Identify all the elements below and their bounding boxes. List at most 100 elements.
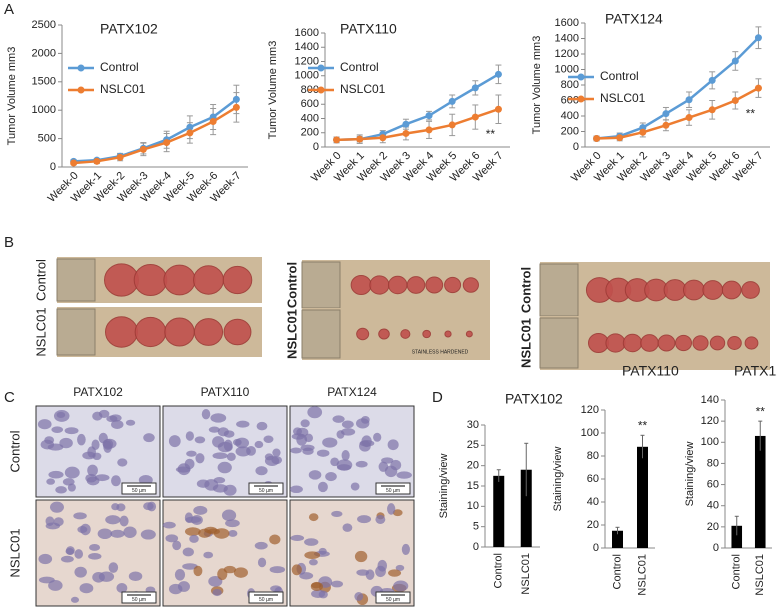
nucleus	[123, 526, 137, 538]
nucleus	[125, 419, 136, 426]
nucleus	[111, 475, 121, 487]
data-point	[139, 145, 147, 153]
y-tick-label: 80	[587, 450, 599, 462]
nucleus	[217, 461, 232, 474]
nucleus	[290, 447, 302, 454]
tumor	[462, 277, 479, 293]
y-tick-label: 15	[467, 480, 479, 492]
tumor	[134, 316, 167, 348]
nucleus	[300, 419, 310, 428]
nucleus	[77, 526, 88, 534]
nucleus	[65, 548, 75, 555]
nucleus	[117, 458, 128, 467]
tumor	[692, 335, 709, 351]
data-point	[402, 120, 410, 128]
nucleus	[304, 433, 314, 443]
y-tick-label: 400	[561, 110, 579, 122]
ruler-text: STAINLESS HARDENED	[412, 349, 469, 355]
nucleus	[203, 551, 214, 559]
nucleus	[105, 515, 121, 525]
ruler	[539, 317, 579, 369]
tumor	[663, 279, 687, 301]
nucleus	[128, 571, 143, 582]
ruler	[301, 261, 341, 309]
data-point	[662, 110, 670, 118]
data-point	[186, 129, 194, 137]
nucleus	[140, 529, 156, 540]
y-tick-label: 30	[467, 419, 479, 431]
nucleus	[300, 444, 315, 452]
nucleus	[318, 547, 327, 555]
panel-label: C	[4, 389, 15, 406]
tumor	[104, 263, 139, 297]
tumor	[702, 280, 724, 300]
y-tick-label: 1000	[32, 104, 56, 116]
y-tick-label: 1000	[555, 63, 579, 75]
y-tick-label: 40	[707, 500, 719, 512]
tumor	[422, 329, 432, 339]
tumor	[222, 265, 253, 295]
nucleus	[55, 486, 67, 494]
y-tick-label: 140	[701, 394, 719, 406]
nucleus	[304, 538, 319, 546]
nucleus	[48, 580, 63, 591]
tumor	[721, 280, 742, 300]
nucleus	[147, 501, 157, 512]
nucleus	[354, 550, 368, 563]
data-point	[708, 76, 716, 84]
row-label: NSLC01	[518, 318, 533, 368]
data-point	[662, 121, 670, 129]
nucleus	[182, 547, 194, 557]
y-axis-label: Tumor Volume mm3	[531, 36, 543, 135]
nucleus	[59, 437, 73, 449]
y-tick-label: 40	[587, 496, 599, 508]
nucleus	[388, 569, 402, 577]
nucleus	[116, 503, 126, 512]
tumor	[622, 333, 643, 353]
y-tick-label: 60	[587, 473, 599, 485]
data-point	[70, 159, 78, 167]
y-tick-label: 200	[561, 125, 579, 137]
panel-label: A	[4, 1, 14, 18]
y-tick-label: 1200	[555, 48, 579, 60]
nucleus	[213, 476, 226, 484]
tumor	[193, 265, 224, 295]
scale-bar-label: 50 µm	[386, 597, 400, 603]
data-point	[209, 118, 217, 126]
column-label: PATX110	[201, 385, 250, 399]
nucleus	[108, 562, 119, 573]
tumor	[193, 318, 224, 346]
data-point	[754, 84, 762, 92]
nucleus	[254, 541, 268, 550]
nucleus	[316, 449, 330, 457]
tumor	[727, 336, 742, 350]
nucleus	[89, 543, 101, 551]
nucleus	[45, 522, 61, 530]
nucleus	[246, 445, 256, 456]
nucleus	[375, 565, 386, 578]
nucleus	[56, 411, 66, 419]
data-point	[402, 129, 410, 137]
chart-title: PATX110	[622, 363, 679, 379]
nucleus	[221, 509, 237, 522]
nucleus	[396, 471, 412, 479]
data-point	[448, 97, 456, 105]
y-tick-label: 5	[473, 521, 479, 533]
y-tick-label: 120	[581, 404, 599, 416]
data-point	[494, 70, 502, 78]
nucleus	[67, 483, 76, 492]
ruler	[56, 258, 96, 302]
nucleus	[225, 519, 240, 528]
nucleus	[233, 567, 248, 578]
ruler	[539, 263, 579, 317]
nucleus	[48, 470, 64, 479]
nucleus	[98, 571, 115, 582]
nucleus	[37, 419, 52, 430]
bar	[754, 435, 766, 548]
bar	[637, 446, 648, 548]
row-label: Control	[284, 262, 299, 308]
y-tick-label: 1500	[32, 76, 56, 88]
scale-bar-label: 50 µm	[132, 597, 146, 603]
nucleus	[271, 456, 283, 465]
nucleus	[236, 420, 250, 428]
